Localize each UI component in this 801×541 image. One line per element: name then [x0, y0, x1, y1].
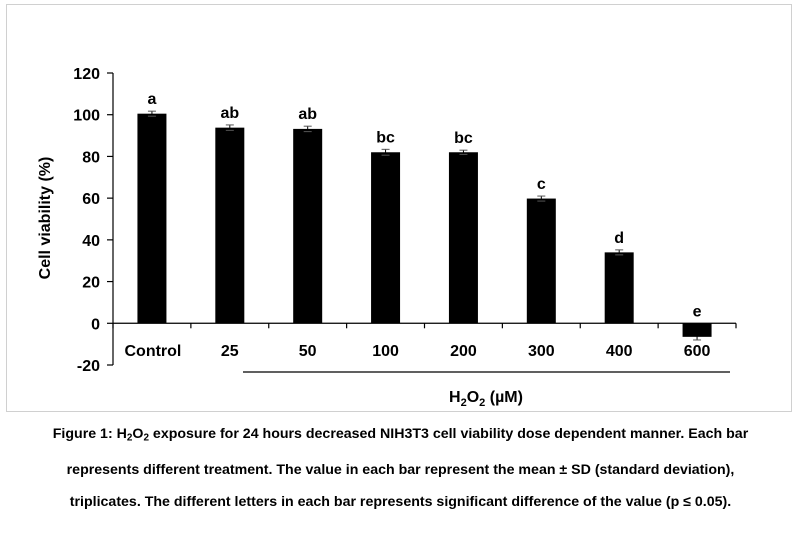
significance-letter: e [693, 303, 702, 320]
bar [526, 198, 556, 324]
category-label: 100 [372, 343, 399, 360]
category-label: 600 [684, 343, 711, 360]
y-tick-label: 60 [82, 191, 100, 208]
bar [448, 152, 478, 324]
x-label-sub2: 2 [479, 397, 485, 409]
caption-line-1-a: Figure 1: H [52, 426, 127, 442]
bar [604, 252, 634, 324]
y-tick-label: -20 [77, 358, 100, 375]
category-labels: Control 25 50 100 200 300 400 600 [125, 343, 711, 360]
bar [371, 152, 401, 324]
significance-letter: bc [454, 130, 473, 147]
significance-letter: ab [220, 105, 239, 122]
y-tick-label: 0 [91, 316, 100, 333]
caption-line-1-sub2: 2 [143, 432, 149, 444]
significance-letter: ab [298, 106, 317, 123]
caption-line-3: triplicates. The different letters in ea… [69, 494, 732, 511]
bar [293, 128, 323, 324]
category-label: 300 [528, 343, 555, 360]
caption-line-2: represents different treatment. The valu… [66, 462, 735, 479]
bar-chart: -20 0 20 40 60 80 100 120 a ab ab bc bc c d e Control 2… [37, 66, 737, 409]
significance-letter: bc [376, 129, 395, 146]
x-axis [112, 322, 737, 329]
bar [682, 323, 712, 337]
error-bars [147, 110, 702, 341]
y-tick-label: 120 [73, 66, 100, 83]
caption-line-1: Figure 1: H2O2 exposure for 24 hours dec… [10, 418, 791, 454]
x-label-mid: O [467, 389, 479, 406]
bar [215, 127, 245, 324]
caption-line-1-c: exposure for 24 hours decreased NIH3T3 c… [148, 426, 749, 442]
significance-letter: d [614, 230, 624, 247]
x-axis-label: H2O2 (µM) [449, 389, 523, 409]
x-label-prefix: H [449, 389, 461, 406]
y-tick-label: 40 [82, 233, 100, 250]
y-tick-label: 20 [82, 275, 100, 292]
bars [137, 113, 712, 337]
significance-letter: a [147, 91, 156, 108]
figure-frame [6, 4, 792, 412]
caption-line-1-b: O [132, 426, 144, 442]
category-label: 50 [299, 343, 317, 360]
category-label: 400 [606, 343, 633, 360]
y-axis: -20 0 20 40 60 80 100 120 [73, 66, 114, 375]
y-tick-label: 80 [82, 149, 100, 166]
caption-line-1-sub1: 2 [126, 432, 133, 444]
category-label: 200 [450, 343, 477, 360]
significance-letters: a ab ab bc bc c d e [147, 91, 701, 320]
x-label-sub: 2 [461, 397, 467, 409]
category-label: Control [125, 343, 182, 360]
figure-caption: Figure 1: H2O2 exposure for 24 hours dec… [10, 418, 791, 518]
y-axis-label: Cell viability (%) [37, 157, 54, 280]
significance-letter: c [537, 176, 546, 193]
x-label-suffix: (µM) [485, 389, 523, 406]
bar [137, 113, 167, 324]
category-label: 25 [221, 343, 239, 360]
y-tick-label: 100 [73, 108, 100, 125]
